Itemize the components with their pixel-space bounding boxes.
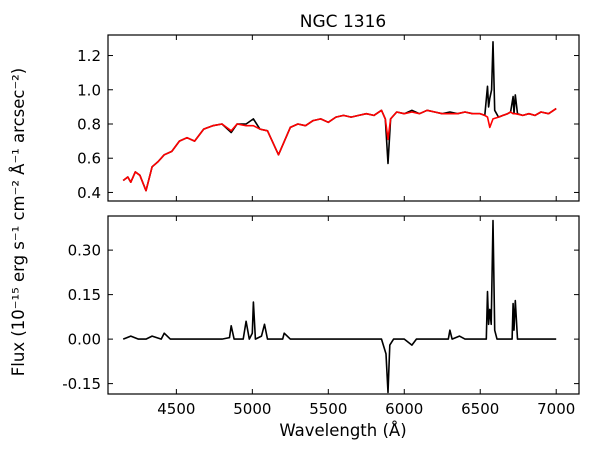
y-tick-label: 1.0 [77, 81, 101, 99]
y-tick-label: 0.8 [77, 115, 101, 133]
x-tick-label: 5000 [233, 400, 271, 418]
x-tick-label: 6000 [385, 400, 423, 418]
x-tick-label: 6500 [461, 400, 499, 418]
y-tick-label: 0.30 [68, 242, 101, 260]
x-tick-label: 5500 [309, 400, 347, 418]
x-tick-label: 7000 [537, 400, 575, 418]
y-tick-label: 0.6 [77, 150, 101, 168]
plot-frame [107, 215, 580, 395]
top-panel: 0.4 0.6 0.8 1.0 1.2 [77, 34, 580, 202]
y-axis-title: Flux (10⁻¹⁵ erg s⁻¹ cm⁻² Å⁻¹ arcsec⁻²) [9, 68, 28, 376]
x-axis-title: Wavelength (Å) [279, 421, 406, 440]
y-tick-label: -0.15 [62, 375, 101, 393]
bottom-panel: 4500 5000 5500 6000 6500 7000 -0.15 0.00 0.15 0.3… [62, 215, 580, 418]
x-tick-label: 4500 [157, 400, 195, 418]
y-tick-label: 0.00 [68, 331, 101, 349]
series-line-model [122, 107, 557, 192]
series-line-residual [122, 219, 557, 394]
y-tick-label: 1.2 [77, 47, 101, 65]
y-tick-label: 0.4 [77, 184, 101, 202]
y-tick-label: 0.15 [68, 286, 101, 304]
chart-title: NGC 1316 [300, 12, 386, 32]
plot-frame [107, 34, 580, 202]
